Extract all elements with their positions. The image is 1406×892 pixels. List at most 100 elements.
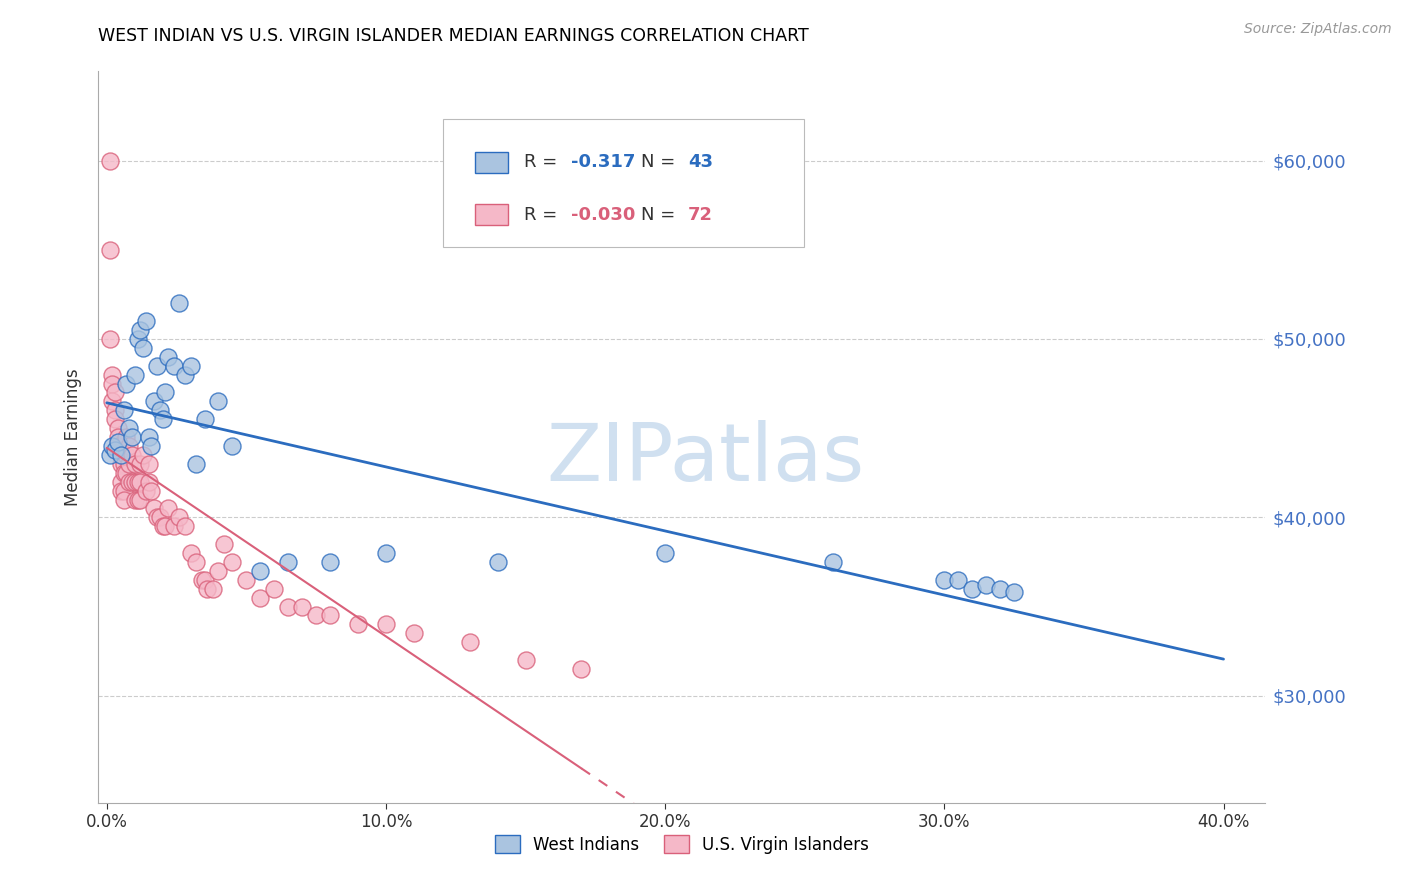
Point [163, 359, 186, 373]
Text: 72: 72 [688, 206, 713, 224]
Point [135, 483, 157, 498]
Text: R =: R = [524, 153, 564, 171]
Point [141, 483, 163, 498]
Point [104, 385, 127, 400]
Point [138, 475, 160, 489]
Point [263, 582, 285, 596]
Point [174, 368, 197, 382]
Point [207, 394, 229, 409]
Point [948, 573, 970, 587]
Point [127, 332, 149, 346]
Point [110, 448, 132, 462]
Point [112, 483, 135, 498]
Text: R =: R = [524, 206, 564, 224]
Point [124, 475, 146, 489]
Point [110, 475, 132, 489]
Text: N =: N = [641, 206, 681, 224]
Point [118, 421, 141, 435]
Text: Source: ZipAtlas.com: Source: ZipAtlas.com [1244, 22, 1392, 37]
Point [110, 457, 132, 471]
Point [571, 662, 593, 676]
Point [291, 599, 314, 614]
Point [149, 403, 172, 417]
Point [115, 430, 138, 444]
Point [107, 430, 129, 444]
Point [121, 448, 143, 462]
FancyBboxPatch shape [475, 153, 508, 173]
Text: -0.317: -0.317 [571, 153, 636, 171]
Point [104, 442, 127, 457]
Point [104, 412, 127, 426]
Point [962, 582, 984, 596]
Point [98, 448, 121, 462]
Point [169, 296, 191, 310]
Text: WEST INDIAN VS U.S. VIRGIN ISLANDER MEDIAN EARNINGS CORRELATION CHART: WEST INDIAN VS U.S. VIRGIN ISLANDER MEDI… [98, 27, 810, 45]
Point [155, 385, 177, 400]
Text: N =: N = [641, 153, 681, 171]
Point [180, 546, 202, 560]
Point [184, 457, 207, 471]
Point [110, 448, 132, 462]
Point [988, 582, 1011, 596]
Point [193, 412, 215, 426]
Point [163, 519, 186, 533]
Point [107, 439, 129, 453]
Point [152, 519, 174, 533]
FancyBboxPatch shape [443, 119, 804, 247]
Point [143, 394, 166, 409]
Point [129, 457, 152, 471]
Point [112, 492, 135, 507]
Point [174, 519, 197, 533]
Point [305, 608, 328, 623]
Point [132, 341, 155, 355]
Point [104, 403, 127, 417]
Point [118, 475, 141, 489]
Point [157, 350, 180, 364]
Point [101, 394, 124, 409]
Point [118, 439, 141, 453]
Point [110, 483, 132, 498]
Point [375, 546, 398, 560]
Point [138, 457, 160, 471]
Point [107, 421, 129, 435]
Point [135, 314, 157, 328]
Point [654, 546, 676, 560]
Point [190, 573, 212, 587]
Text: 43: 43 [688, 153, 713, 171]
Point [347, 617, 370, 632]
Point [107, 435, 129, 450]
Point [249, 564, 271, 578]
Point [118, 457, 141, 471]
Point [486, 555, 509, 569]
Point [115, 448, 138, 462]
Point [98, 153, 121, 168]
Point [249, 591, 271, 605]
Text: -0.030: -0.030 [571, 206, 636, 224]
Point [112, 457, 135, 471]
Point [101, 368, 124, 382]
Point [319, 555, 342, 569]
Point [1002, 585, 1025, 599]
Point [319, 608, 342, 623]
Legend: West Indians, U.S. Virgin Islanders: West Indians, U.S. Virgin Islanders [488, 829, 876, 860]
Point [112, 466, 135, 480]
Point [124, 457, 146, 471]
Point [375, 617, 398, 632]
Point [235, 573, 257, 587]
Y-axis label: Median Earnings: Median Earnings [65, 368, 83, 506]
Point [207, 564, 229, 578]
Point [195, 582, 218, 596]
Point [146, 359, 169, 373]
Point [129, 323, 152, 337]
Point [127, 475, 149, 489]
Point [184, 555, 207, 569]
Point [121, 475, 143, 489]
Point [157, 501, 180, 516]
Point [821, 555, 844, 569]
Point [277, 555, 299, 569]
Point [143, 501, 166, 516]
Point [129, 475, 152, 489]
Point [121, 430, 143, 444]
Point [974, 578, 997, 592]
Text: ZIPatlas: ZIPatlas [546, 420, 865, 498]
